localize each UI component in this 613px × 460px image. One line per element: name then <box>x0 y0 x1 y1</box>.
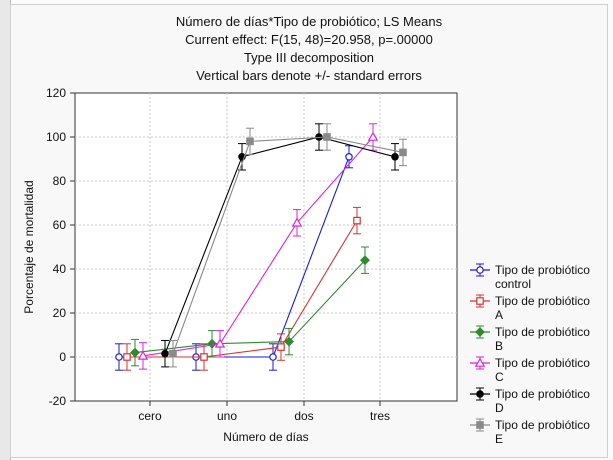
legend-marker <box>475 327 485 337</box>
legend-marker <box>476 266 484 274</box>
data-point <box>169 349 177 358</box>
legend-marker <box>476 421 484 429</box>
legend-label: control <box>495 277 531 291</box>
data-point <box>246 137 254 146</box>
y-axis-label: Porcentaje de mortalidad <box>22 180 36 313</box>
title-line-2: Current effect: F(15, 48)=20.958, p=.000… <box>185 32 433 47</box>
legend-label: E <box>495 432 503 446</box>
data-point <box>200 353 208 361</box>
data-point <box>399 148 407 157</box>
data-point <box>115 353 123 361</box>
series-3 <box>137 123 379 370</box>
y-axis: -20 0 20 40 60 80 100 120 <box>46 86 75 408</box>
legend-marker <box>476 297 484 305</box>
series-layer <box>115 123 407 371</box>
legend-label: Tipo de probiótico <box>495 418 590 432</box>
data-point <box>360 255 370 266</box>
y-tick-label: -20 <box>49 394 67 408</box>
data-point <box>391 153 399 161</box>
data-point <box>137 350 149 360</box>
data-point <box>291 217 303 227</box>
grid <box>75 93 457 401</box>
x-tick-label: dos <box>294 409 313 423</box>
data-point <box>323 133 331 141</box>
series-line <box>172 136 404 354</box>
legend-marker <box>476 390 484 398</box>
data-point <box>161 349 169 358</box>
legend-marker <box>474 357 486 367</box>
data-point <box>130 347 140 358</box>
series-line <box>164 136 396 354</box>
title-line-1: Número de días*Tipo de probiótico; LS Me… <box>176 14 443 29</box>
data-point <box>269 353 277 361</box>
series-line <box>142 136 374 357</box>
chart-title: Número de días*Tipo de probiótico; LS Me… <box>176 14 443 83</box>
y-tick-label: 60 <box>53 218 67 232</box>
x-tick-label: tres <box>370 409 390 423</box>
data-point <box>353 216 361 225</box>
x-tick-label: cero <box>138 409 162 423</box>
y-tick-label: 40 <box>53 262 67 276</box>
data-point <box>284 336 294 347</box>
title-line-3: Type III decomposition <box>244 50 374 65</box>
legend-label: D <box>495 401 504 415</box>
legend-label: Tipo de probiótico <box>495 356 590 370</box>
x-axis-label: Número de días <box>223 430 308 444</box>
legend-label: B <box>495 339 503 353</box>
title-line-4: Vertical bars denote +/- standard errors <box>196 68 422 83</box>
legend-label: Tipo de probiótico <box>495 387 590 401</box>
series-5 <box>169 123 407 368</box>
data-point <box>345 153 353 161</box>
legend-label: Tipo de probiótico <box>495 263 590 277</box>
y-tick-label: 120 <box>46 86 66 100</box>
x-axis: cero uno dos tres <box>138 401 390 423</box>
legend-label: Tipo de probiótico <box>495 325 590 339</box>
y-tick-label: 0 <box>59 350 66 364</box>
legend-label: Tipo de probiótico <box>495 294 590 308</box>
data-point <box>207 338 217 349</box>
legend-label: A <box>495 308 503 322</box>
plot-area <box>74 92 458 402</box>
x-tick-label: uno <box>217 409 237 423</box>
data-point <box>277 343 285 351</box>
data-point <box>123 353 131 361</box>
legend-label: C <box>495 370 504 384</box>
data-point <box>214 338 226 348</box>
y-tick-label: 20 <box>53 306 67 320</box>
y-tick-label: 80 <box>53 174 67 188</box>
data-point <box>367 131 379 141</box>
y-tick-label: 100 <box>46 130 66 144</box>
